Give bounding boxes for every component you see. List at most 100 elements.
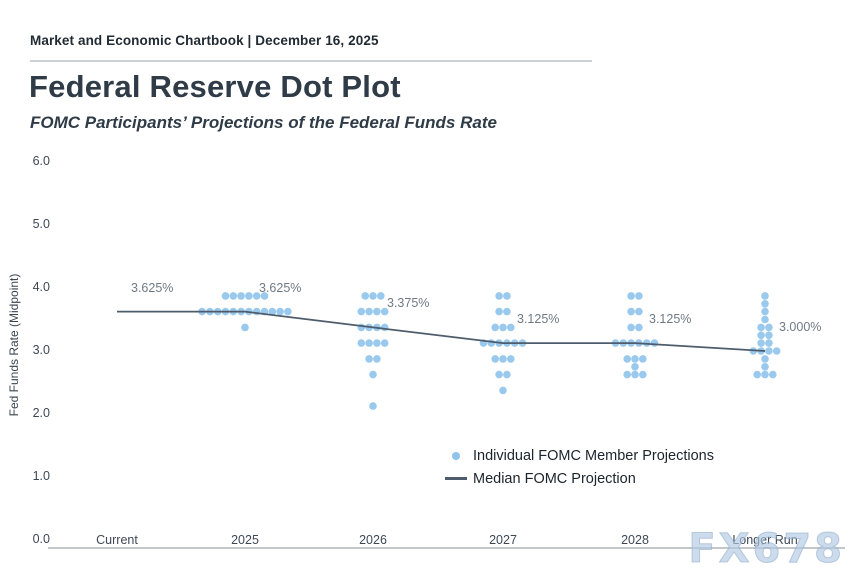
fomc-projection-dot bbox=[491, 323, 500, 332]
fomc-projection-dot bbox=[495, 292, 503, 300]
x-tick-label-2025: 2025 bbox=[231, 533, 259, 547]
fomc-projection-dot bbox=[761, 363, 769, 371]
legend-label-median: Median FOMC Projection bbox=[473, 470, 636, 487]
median-label-current: 3.625% bbox=[131, 280, 174, 295]
fomc-projection-dot bbox=[369, 370, 377, 379]
fomc-projection-dot bbox=[627, 323, 635, 332]
fomc-projection-dot bbox=[357, 339, 366, 347]
fomc-projection-dot bbox=[241, 323, 249, 332]
fomc-projection-dot bbox=[245, 292, 253, 300]
legend-label-individual: Individual FOMC Member Projections bbox=[473, 447, 714, 464]
fomc-projection-dot bbox=[631, 370, 639, 379]
fomc-projection-dot bbox=[761, 355, 769, 363]
page-subtitle: FOMC Participants’ Projections of the Fe… bbox=[30, 113, 497, 132]
fomc-projection-dot bbox=[765, 347, 773, 355]
fomc-projection-dot bbox=[499, 355, 507, 363]
median-label-2027: 3.125% bbox=[517, 312, 560, 327]
x-tick-label-longer-run: Longer Run bbox=[732, 533, 798, 547]
fomc-projection-dot bbox=[765, 331, 773, 340]
legend-row-median: Median FOMC Projection bbox=[443, 467, 714, 490]
fomc-projection-dot bbox=[221, 292, 230, 300]
line-marker-icon bbox=[445, 477, 467, 480]
fomc-projection-dot bbox=[380, 323, 389, 332]
fomc-projection-dot bbox=[361, 292, 370, 300]
fomc-projection-dot bbox=[503, 307, 511, 316]
fomc-projection-dot bbox=[650, 339, 659, 347]
fomc-projection-dot bbox=[761, 292, 769, 300]
fomc-projection-dot bbox=[769, 370, 777, 379]
fomc-projection-dot bbox=[635, 307, 643, 316]
fomc-projection-dot bbox=[507, 323, 515, 332]
fomc-projection-dot bbox=[765, 323, 773, 332]
median-line bbox=[117, 310, 766, 352]
fomc-projection-dot bbox=[499, 386, 507, 395]
fomc-projection-dot bbox=[491, 355, 500, 363]
fomc-projection-dot bbox=[761, 307, 769, 316]
fomc-projection-dot bbox=[761, 300, 769, 308]
fomc-projection-dot bbox=[757, 339, 765, 347]
fomc-projection-dot bbox=[639, 355, 647, 363]
fomc-projection-dot bbox=[380, 307, 389, 316]
legend-marker-box bbox=[443, 477, 469, 480]
fomc-projection-dot bbox=[487, 339, 496, 347]
fomc-projection-dot bbox=[365, 339, 373, 347]
median-label-2028: 3.125% bbox=[649, 312, 692, 327]
fomc-projection-dot bbox=[373, 339, 381, 347]
fomc-projection-dot bbox=[639, 370, 647, 379]
fomc-projection-dot bbox=[369, 402, 377, 410]
fomc-projection-dot bbox=[365, 307, 373, 316]
fomc-projection-dot bbox=[268, 307, 277, 316]
y-tick-label: 0.0 bbox=[32, 532, 50, 546]
fomc-projection-dot bbox=[757, 323, 765, 332]
fomc-projection-dot bbox=[365, 355, 373, 363]
legend: Individual FOMC Member Projections Media… bbox=[443, 444, 714, 490]
fomc-projection-dot bbox=[627, 292, 635, 300]
header-divider bbox=[30, 60, 592, 62]
fomc-projection-dot bbox=[772, 347, 781, 355]
fomc-projection-dot bbox=[761, 315, 769, 324]
fomc-projection-dot bbox=[357, 307, 366, 316]
chartbook-header: Market and Economic Chartbook | December… bbox=[30, 33, 379, 48]
fomc-projection-dot bbox=[753, 370, 761, 379]
fomc-projection-dot bbox=[503, 292, 511, 300]
fomc-projection-dot bbox=[761, 370, 769, 379]
y-tick-label: 6.0 bbox=[32, 154, 50, 168]
x-tick-label-2027: 2027 bbox=[489, 533, 517, 547]
fomc-projection-dot bbox=[765, 339, 773, 347]
x-axis-line bbox=[48, 547, 845, 549]
fomc-projection-dot bbox=[635, 292, 643, 300]
y-tick-label: 3.0 bbox=[32, 343, 50, 357]
fomc-projection-dot bbox=[623, 355, 631, 363]
fomc-projection-dot bbox=[237, 292, 245, 300]
fomc-projection-dot bbox=[373, 307, 381, 316]
fomc-projection-dot bbox=[635, 323, 643, 332]
dot-marker-icon bbox=[452, 451, 460, 460]
fomc-projection-dot bbox=[252, 292, 261, 300]
y-tick-label: 5.0 bbox=[32, 217, 50, 231]
fomc-projection-dot bbox=[369, 292, 377, 300]
fomc-projection-dot bbox=[499, 323, 507, 332]
legend-marker-box bbox=[443, 451, 469, 460]
fomc-projection-dot bbox=[507, 355, 515, 363]
fomc-projection-dot bbox=[373, 355, 381, 363]
fomc-projection-dot bbox=[627, 307, 635, 316]
y-tick-label: 4.0 bbox=[32, 280, 50, 294]
x-tick-label-current: Current bbox=[96, 533, 138, 547]
fomc-projection-dot bbox=[757, 331, 765, 340]
median-label-2025: 3.625% bbox=[259, 280, 302, 295]
fomc-projection-dot bbox=[229, 292, 238, 300]
fomc-projection-dot bbox=[623, 370, 631, 379]
y-tick-label: 2.0 bbox=[32, 406, 50, 420]
x-tick-label-2026: 2026 bbox=[359, 533, 387, 547]
fomc-projection-dot bbox=[260, 292, 269, 300]
fomc-projection-dot bbox=[503, 370, 511, 379]
fomc-projection-dot bbox=[631, 363, 639, 371]
fomc-projection-dot bbox=[631, 355, 639, 363]
fomc-projection-dot bbox=[380, 339, 389, 347]
fomc-projection-dot bbox=[276, 307, 284, 316]
x-tick-label-2028: 2028 bbox=[621, 533, 649, 547]
y-tick-label: 1.0 bbox=[32, 469, 50, 483]
legend-row-individual: Individual FOMC Member Projections bbox=[443, 444, 714, 467]
